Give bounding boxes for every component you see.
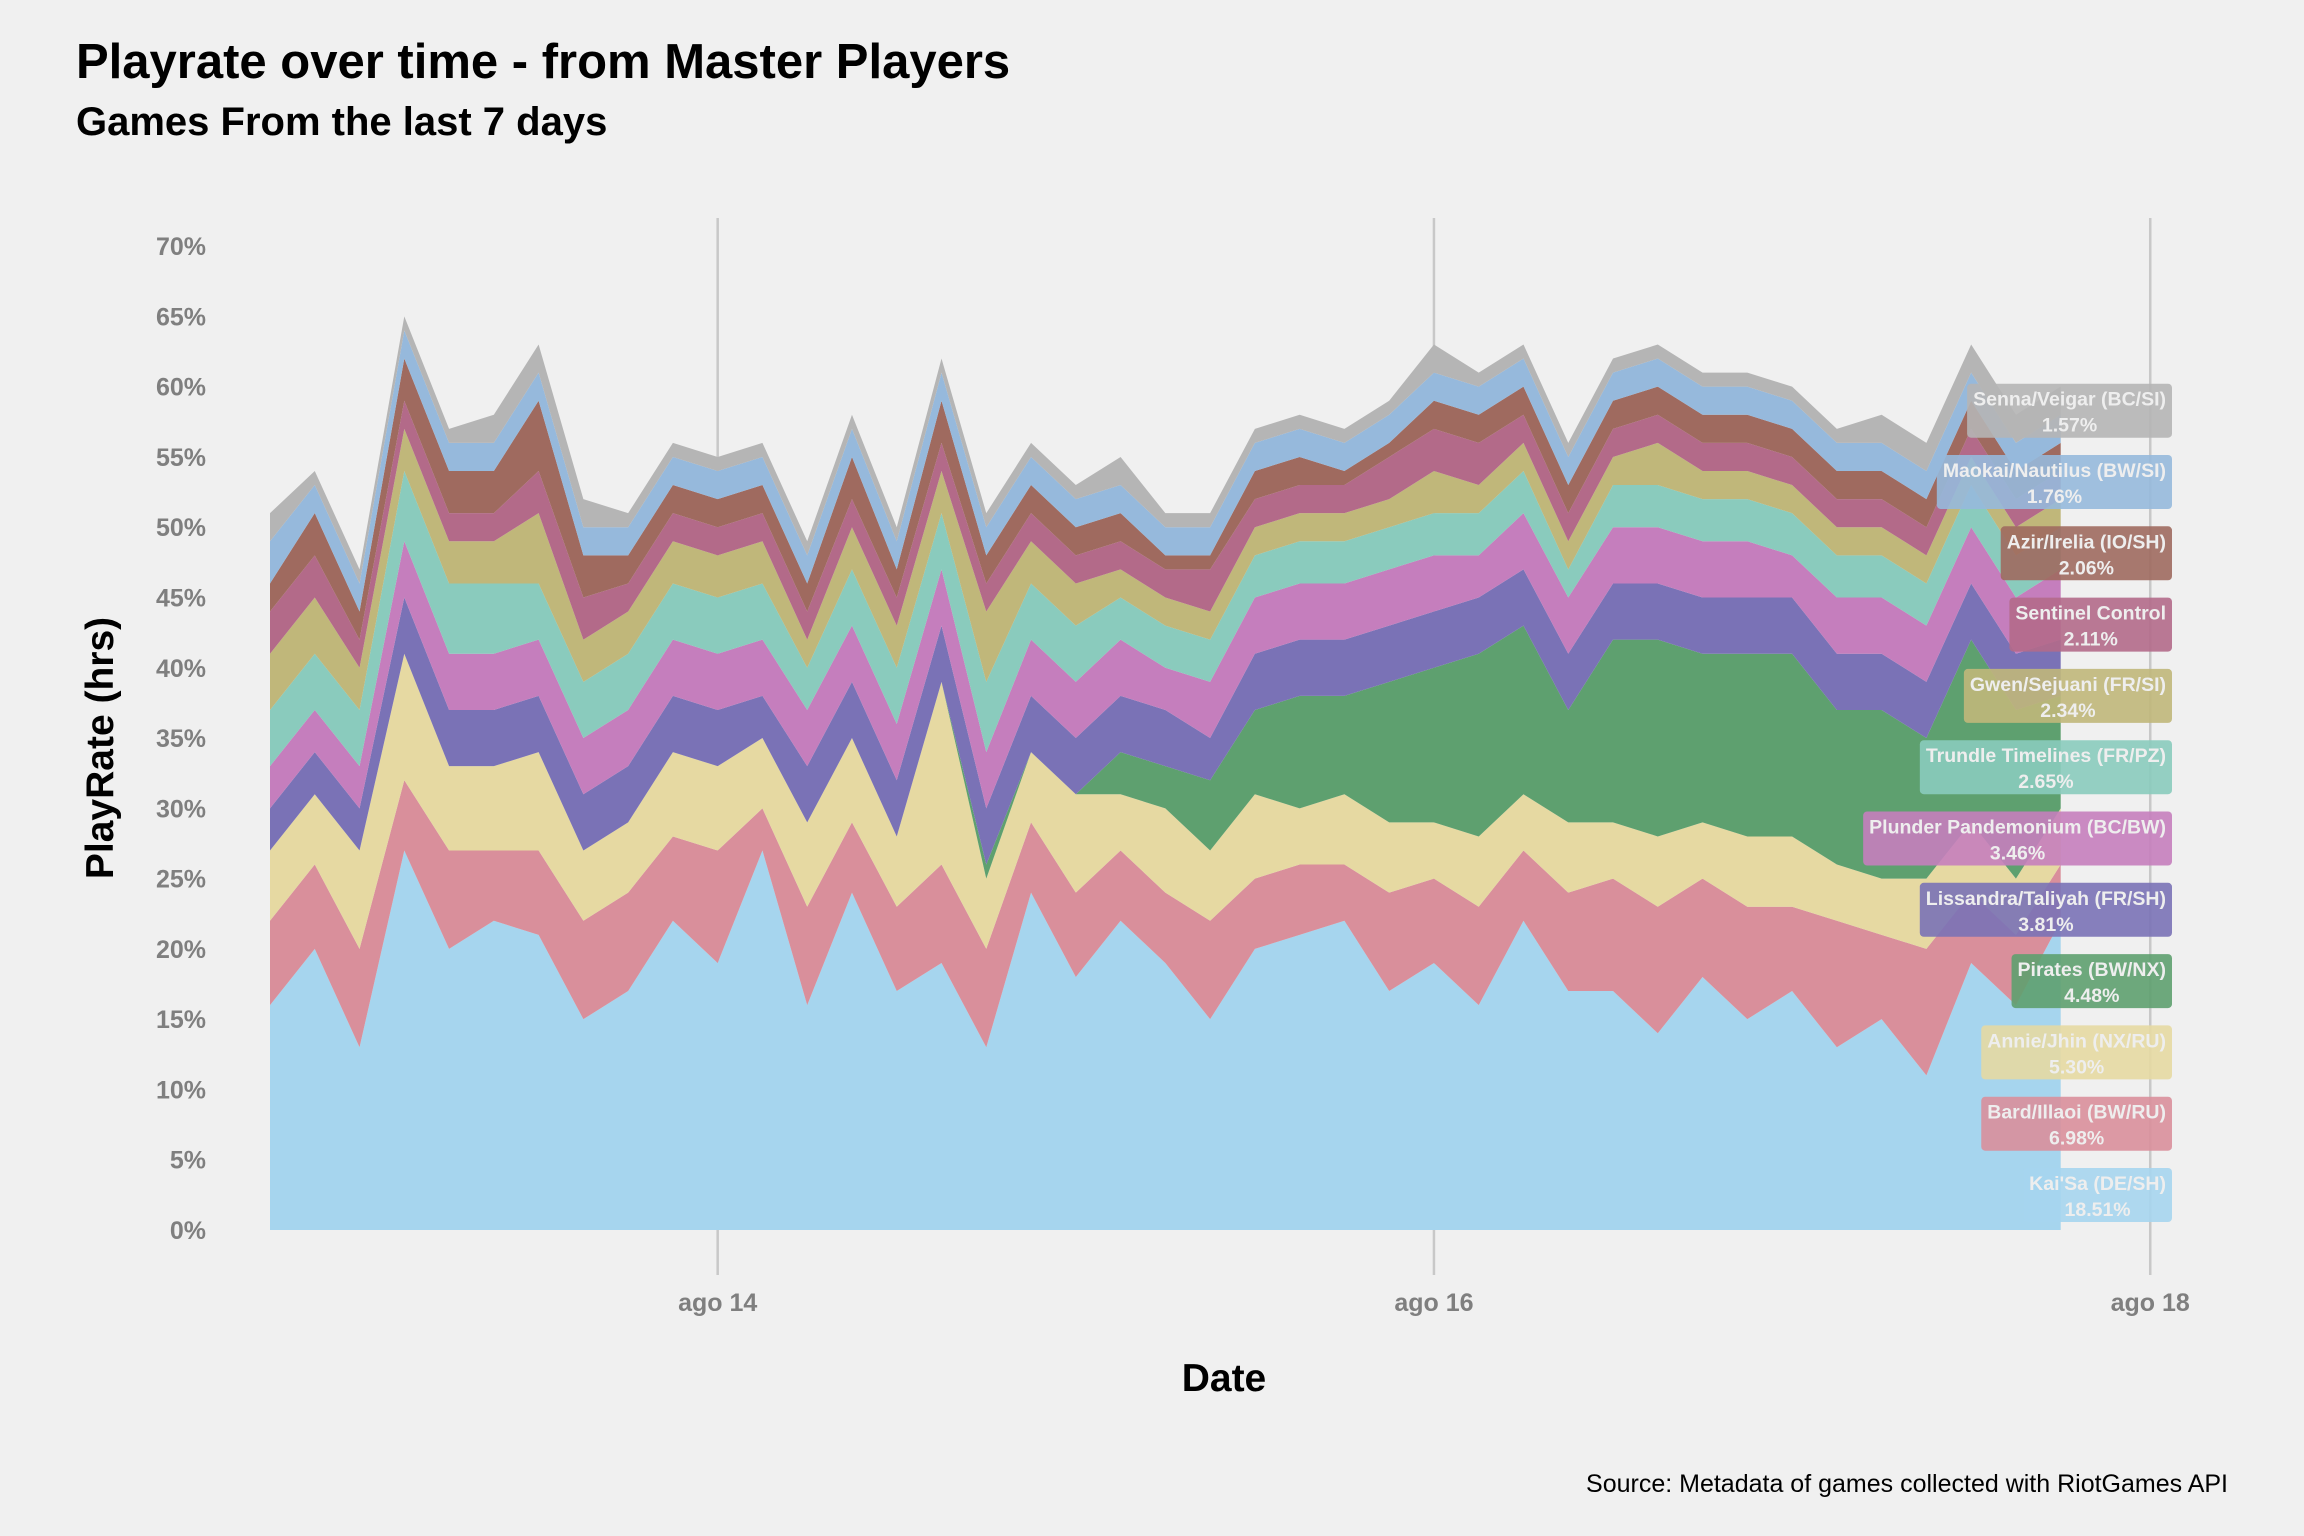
- series-label-name: Plunder Pandemonium (BC/BW): [1869, 817, 2166, 839]
- series-label-pirates-bw-nx: Pirates (BW/NX) 4.48%: [2011, 954, 2172, 1009]
- series-label-name: Maokai/Nautilus (BW/SI): [1943, 460, 2166, 482]
- y-tick-label: 55%: [156, 444, 206, 472]
- series-label-senna-veigar-bc-si: Senna/Veigar (BC/SI) 1.57%: [1967, 383, 2172, 438]
- y-tick-label: 5%: [170, 1147, 206, 1175]
- series-label-lissandra-taliyah-fr-sh: Lissandra/Taliyah (FR/SH) 3.81%: [1919, 882, 2172, 937]
- series-label-box: [1919, 882, 2172, 937]
- series-label-pct: 1.76%: [2027, 486, 2082, 508]
- series-label-pct: 2.34%: [2040, 700, 2095, 722]
- series-label-box: [2009, 597, 2172, 652]
- series-label-name: Sentinel Control: [2015, 603, 2166, 625]
- series-label-pct: 3.46%: [1990, 843, 2045, 865]
- series-label-azir-irelia-io-sh: Azir/Irelia (IO/SH) 2.06%: [2000, 526, 2172, 581]
- series-label-annie-jhin-nx-ru: Annie/Jhin (NX/RU) 5.30%: [1981, 1025, 2172, 1080]
- series-label-pct: 4.48%: [2064, 985, 2119, 1007]
- series-label-box: [1981, 1096, 2172, 1151]
- series-label-pct: 5.30%: [2049, 1056, 2104, 1078]
- series-label-box: [1919, 740, 2172, 795]
- series-label-name: Pirates (BW/NX): [2018, 959, 2166, 981]
- y-axis-title: PlayRate (hrs): [79, 617, 122, 879]
- chart-title: Playrate over time - from Master Players: [76, 35, 1011, 89]
- y-tick-label: 25%: [156, 866, 206, 894]
- series-label-kai-sa-de-sh: Kai'Sa (DE/SH) 18.51%: [2023, 1168, 2172, 1222]
- series-label-pct: 3.81%: [2018, 914, 2073, 936]
- series-label-box: [2000, 526, 2172, 581]
- series-label-pct: 6.98%: [2049, 1128, 2104, 1150]
- series-label-name: Gwen/Sejuani (FR/SI): [1970, 674, 2166, 696]
- x-tick-label: ago 14: [678, 1289, 757, 1317]
- series-labels: Kai'Sa (DE/SH) 18.51% Bard/Illaoi (BW/RU) 6…: [1863, 383, 2172, 1222]
- chart-subtitle: Games From the last 7 days: [76, 100, 608, 144]
- x-tick-labels: ago 14 ago 16 ago 18: [678, 1289, 2190, 1317]
- y-tick-label: 30%: [156, 795, 206, 823]
- series-label-name: Kai'Sa (DE/SH): [2029, 1173, 2166, 1195]
- series-label-name: Trundle Timelines (FR/PZ): [1926, 745, 2166, 767]
- y-tick-label: 0%: [170, 1217, 206, 1245]
- series-label-bard-illaoi-bw-ru: Bard/Illaoi (BW/RU) 6.98%: [1981, 1096, 2172, 1151]
- y-tick-label: 50%: [156, 514, 206, 542]
- series-label-box: [1981, 1025, 2172, 1080]
- series-label-box: [2011, 954, 2172, 1009]
- series-label-box: [1963, 668, 2172, 723]
- series-label-pct: 2.11%: [2064, 629, 2118, 651]
- area-annie-jhin-nx-ru: [270, 653, 2061, 949]
- series-label-box: [2023, 1168, 2172, 1222]
- series-label-box: [1936, 455, 2172, 509]
- y-tick-label: 70%: [156, 233, 206, 261]
- series-label-pct: 2.65%: [2018, 771, 2073, 793]
- series-label-plunder-pandemonium-bc-bw: Plunder Pandemonium (BC/BW) 3.46%: [1863, 811, 2172, 866]
- series-label-pct: 1.57%: [2042, 415, 2097, 437]
- series-label-maokai-nautilus-bw-si: Maokai/Nautilus (BW/SI) 1.76%: [1936, 455, 2172, 509]
- series-areas: [270, 316, 2061, 1230]
- series-label-pct: 2.06%: [2059, 557, 2114, 579]
- y-tick-label: 15%: [156, 1006, 206, 1034]
- area-azir-irelia-io-sh: [270, 358, 2061, 640]
- y-tick-label: 10%: [156, 1076, 206, 1104]
- source-caption: Source: Metadata of games collected with…: [1586, 1470, 2228, 1498]
- area-maokai-nautilus-bw-si: [270, 330, 2061, 612]
- series-label-pct: 18.51%: [2065, 1199, 2131, 1221]
- series-label-box: [1863, 811, 2172, 866]
- area-lissandra-taliyah-fr-sh: [270, 569, 2061, 865]
- x-tick-label: ago 16: [1394, 1289, 1473, 1317]
- x-tick-label: ago 18: [2111, 1289, 2190, 1317]
- area-kai-sa-de-sh: [270, 850, 2061, 1230]
- y-tick-label: 60%: [156, 374, 206, 402]
- x-axis-title: Date: [1182, 1357, 1267, 1400]
- y-tick-labels: 0% 5% 10% 15% 20% 25% 30% 35% 40% 45% 50% 55% 60% 65%…: [156, 233, 206, 1245]
- series-label-sentinel-control: Sentinel Control 2.11%: [2009, 597, 2172, 652]
- y-tick-label: 40%: [156, 655, 206, 683]
- series-label-trundle-timelines-fr-pz: Trundle Timelines (FR/PZ) 2.65%: [1919, 740, 2172, 795]
- area-bard-illaoi-bw-ru: [270, 780, 2061, 1076]
- series-label-box: [1967, 383, 2172, 438]
- y-tick-label: 65%: [156, 303, 206, 331]
- series-label-name: Azir/Irelia (IO/SH): [2007, 531, 2166, 553]
- series-label-gwen-sejuani-fr-si: Gwen/Sejuani (FR/SI) 2.34%: [1963, 668, 2172, 723]
- area-pirates-bw-nx: [270, 625, 2061, 879]
- y-tick-label: 20%: [156, 936, 206, 964]
- series-label-name: Bard/Illaoi (BW/RU): [1987, 1102, 2166, 1124]
- y-tick-label: 45%: [156, 585, 206, 613]
- series-label-name: Lissandra/Taliyah (FR/SH): [1926, 888, 2166, 910]
- series-label-name: Senna/Veigar (BC/SI): [1973, 389, 2166, 411]
- y-tick-label: 35%: [156, 725, 206, 753]
- series-label-name: Annie/Jhin (NX/RU): [1987, 1030, 2166, 1052]
